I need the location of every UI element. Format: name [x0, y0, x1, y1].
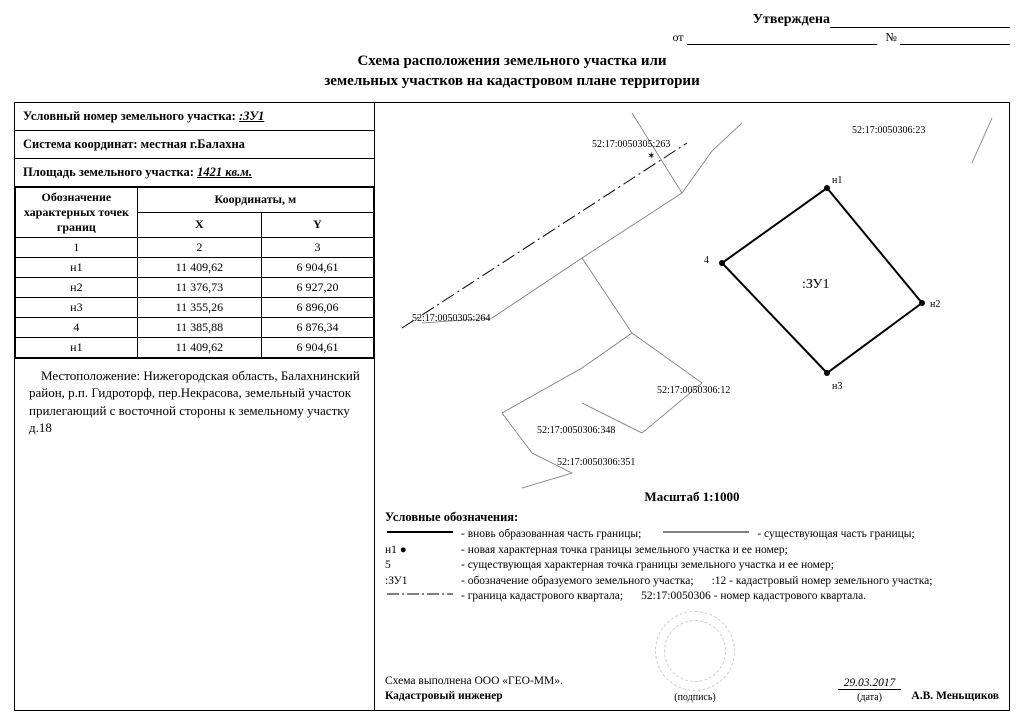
approved-label: Утверждена	[753, 12, 830, 27]
svg-text::ЗУ1: :ЗУ1	[802, 277, 829, 292]
svg-text:4: 4	[704, 255, 709, 266]
date-handwritten: 29.03.2017	[838, 677, 902, 690]
svg-text:✶: ✶	[647, 151, 655, 162]
location-text: Местоположение: Нижегородская область, Б…	[15, 359, 374, 710]
svg-text:52:17:0050306:351: 52:17:0050306:351	[557, 457, 635, 468]
svg-text:52:17:0050305:264: 52:17:0050305:264	[412, 313, 490, 324]
svg-text:52:17:0050306:348: 52:17:0050306:348	[537, 425, 615, 436]
left-column: Условный номер земельного участка: :ЗУ1 …	[15, 103, 375, 710]
svg-text:52:17:0050305:263: 52:17:0050305:263	[592, 139, 670, 150]
signature-block: Схема выполнена ООО «ГЕО-ММ». Кадастровы…	[375, 611, 1009, 710]
right-column: ✶ 52:17:0050305:263 52:17:0050306:23 52:…	[375, 103, 1009, 710]
stamp-icon	[655, 611, 735, 691]
approval-block: Утверждена	[14, 12, 1010, 28]
svg-text:52:17:0050306:12: 52:17:0050306:12	[657, 385, 730, 396]
main-frame: Условный номер земельного участка: :ЗУ1 …	[14, 102, 1010, 711]
cadastral-map: ✶ 52:17:0050305:263 52:17:0050306:23 52:…	[375, 103, 1009, 493]
row-area: Площадь земельного участка: 1421 кв.м.	[15, 159, 374, 187]
svg-text:н3: н3	[832, 381, 842, 392]
approval-line2: от №	[14, 30, 1010, 45]
row-parcel-no: Условный номер земельного участка: :ЗУ1	[15, 103, 374, 131]
table-row: 1 2 3	[16, 237, 374, 257]
page-title: Схема расположения земельного участка ил…	[14, 51, 1010, 92]
table-row: н311 355,266 896,06	[16, 297, 374, 317]
table-row: н111 409,626 904,61	[16, 257, 374, 277]
coords-table: Обозначение характерных точек границ Коо…	[15, 187, 374, 358]
table-row: 411 385,886 876,34	[16, 317, 374, 337]
legend: Условные обозначения: - вновь образованн…	[375, 505, 1009, 611]
svg-text:н1: н1	[832, 175, 842, 186]
row-coord-system: Система координат: местная г.Балахна	[15, 131, 374, 159]
table-row: н111 409,626 904,61	[16, 337, 374, 357]
engineer-name: А.В. Меньщиков	[911, 690, 999, 702]
table-row: н211 376,736 927,20	[16, 277, 374, 297]
svg-text:52:17:0050306:23: 52:17:0050306:23	[852, 125, 925, 136]
svg-text:н2: н2	[930, 299, 940, 310]
